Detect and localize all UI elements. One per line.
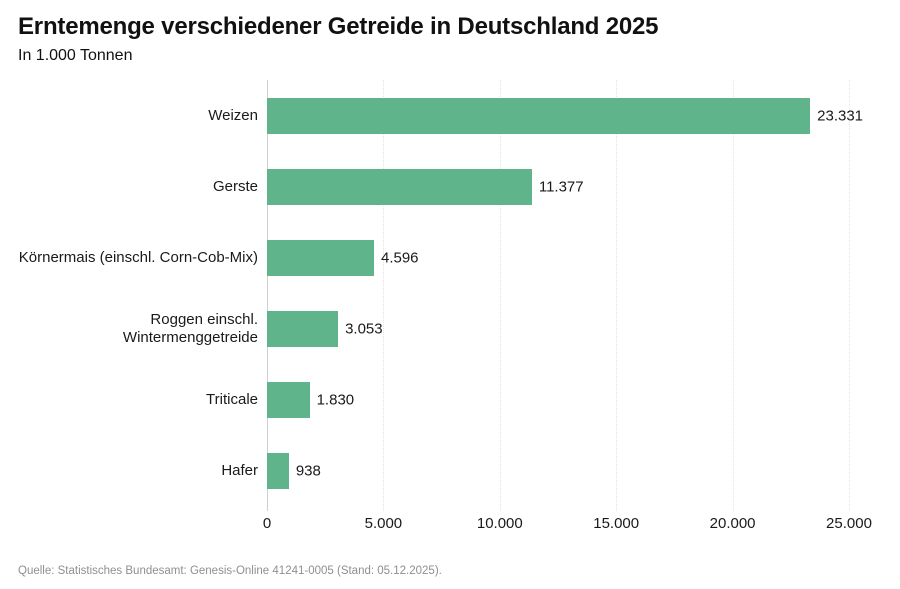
value-label: 938 <box>295 462 321 479</box>
chart-header: Erntemenge verschiedener Getreide in Deu… <box>0 0 900 66</box>
x-tick-label: 0 <box>262 515 272 532</box>
bar <box>267 310 339 347</box>
value-label: 4.596 <box>380 249 419 266</box>
bar-rows: Weizen 23.331 Gerste 11.377 Körnermais (eins… <box>18 80 882 506</box>
category-label: Gerste <box>212 177 258 195</box>
category-label: Triticale <box>206 390 258 408</box>
bar-chart: Weizen 23.331 Gerste 11.377 Körnermais (eins… <box>0 80 900 539</box>
category-label: Roggen einschl. Wintermenggetreide <box>122 310 258 346</box>
value-label: 23.331 <box>817 107 864 124</box>
bar-track: 938 <box>267 452 849 489</box>
gridline <box>616 80 618 511</box>
category-label: Weizen <box>208 106 258 124</box>
y-axis-line <box>267 80 268 511</box>
value-label: 1.830 <box>316 391 355 408</box>
bar-track: 3.053 <box>267 310 849 347</box>
category-label: Körnermais (einschl. Corn-Cob-Mix) <box>18 248 258 266</box>
value-label: 11.377 <box>538 178 584 195</box>
bar <box>267 381 310 418</box>
bar-row: Triticale 1.830 <box>18 364 882 435</box>
bar-row: Körnermais (einschl. Corn-Cob-Mix) 4.596 <box>18 222 882 293</box>
bar-track: 23.331 <box>267 97 863 134</box>
chart-title: Erntemenge verschiedener Getreide in Deu… <box>18 13 659 40</box>
bar-track: 1.830 <box>267 381 849 418</box>
value-label: 3.053 <box>345 320 383 337</box>
gridline <box>383 80 385 511</box>
bar <box>267 452 289 489</box>
chart-subtitle: In 1.000 Tonnen <box>18 47 133 64</box>
bar-row: Hafer 938 <box>18 435 882 506</box>
gridline <box>849 80 850 511</box>
bar-row: Weizen 23.331 <box>18 80 882 151</box>
bar <box>267 239 374 276</box>
bar-track: 11.377 <box>267 168 849 205</box>
bar-track: 4.596 <box>267 239 849 276</box>
gridlines <box>267 80 850 511</box>
bar-row: Gerste 11.377 <box>18 151 882 222</box>
bar <box>267 97 811 134</box>
x-tick-label: 15.000 <box>593 515 640 532</box>
source-note: Quelle: Statistisches Bundesamt: Genesis… <box>18 565 442 577</box>
gridline <box>499 80 501 511</box>
bar-row: Roggen einschl. Wintermenggetreide 3.053 <box>18 293 882 364</box>
x-axis-labels: 0 5.000 10.000 15.000 20.000 25.000 <box>263 515 872 539</box>
bar <box>267 168 532 205</box>
plot-area: Weizen 23.331 Gerste 11.377 Körnermais (eins… <box>18 80 882 511</box>
x-tick-label: 10.000 <box>476 515 523 532</box>
x-tick-label: 5.000 <box>364 515 403 532</box>
gridline <box>732 80 734 511</box>
x-tick-label: 25.000 <box>826 515 872 532</box>
x-tick-label: 20.000 <box>709 515 756 532</box>
category-label: Hafer <box>221 461 258 479</box>
